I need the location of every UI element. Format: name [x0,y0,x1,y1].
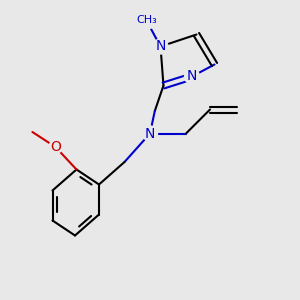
Circle shape [184,69,200,84]
Text: N: N [155,40,166,53]
Text: N: N [145,127,155,140]
Circle shape [49,140,62,154]
Circle shape [137,11,155,29]
Circle shape [153,39,168,54]
Circle shape [142,126,158,141]
Text: CH₃: CH₃ [136,15,157,26]
Text: N: N [187,70,197,83]
Text: O: O [50,140,61,154]
